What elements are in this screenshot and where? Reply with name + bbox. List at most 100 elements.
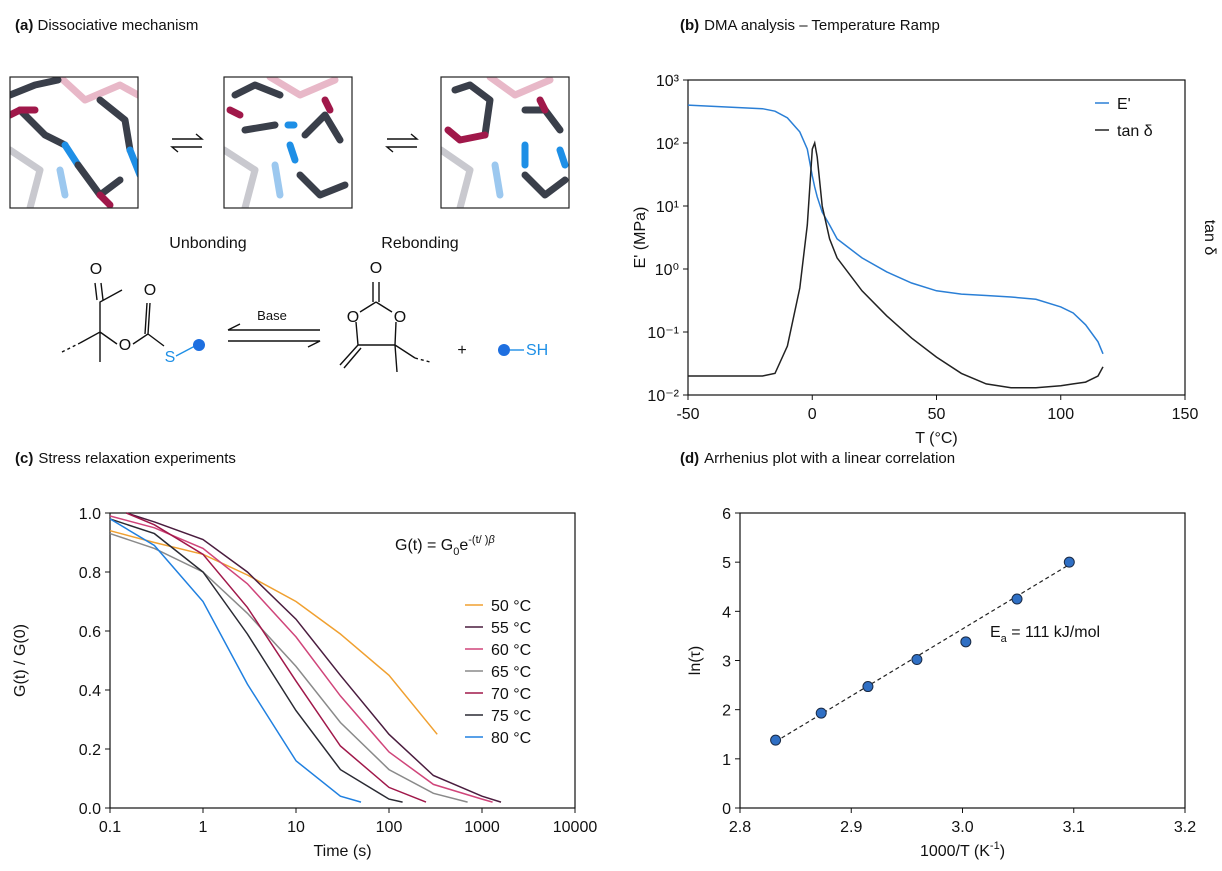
annotation-part: G(t) = G [395, 537, 453, 554]
y-tick-label: 10⁰ [655, 262, 679, 279]
network-unbonded [10, 77, 138, 208]
y-tick-label: 0.2 [79, 742, 101, 759]
atom-label: S [165, 349, 176, 366]
atom-label: O [370, 260, 382, 277]
plot-frame [739, 512, 1186, 809]
x-tick-label: 1 [199, 819, 208, 836]
panel-title: (a) Dissociative mechanism [15, 17, 198, 34]
x-tick-label: 150 [1172, 406, 1199, 423]
step-label: Unbonding [169, 235, 246, 252]
y-tick-label: 0.8 [79, 565, 101, 582]
equilibrium-arrow [227, 323, 321, 348]
panel-title: (b) DMA analysis – Temperature Ramp [680, 17, 940, 34]
x-tick-label: -50 [676, 406, 699, 423]
data-line [687, 104, 1104, 355]
y-tick-label: 0.0 [79, 801, 101, 818]
x-tick-label: 0 [808, 406, 817, 423]
annotation-part: β [487, 534, 495, 546]
y-tick-label: 0 [722, 801, 731, 818]
atom-label: O [144, 282, 156, 299]
x-axis-label: T (°C) [915, 430, 958, 447]
legend-label: 75 °C [491, 708, 531, 725]
y-axis-label: ln(τ) [687, 646, 704, 675]
panel-label: (c) [15, 450, 33, 467]
y-tick-label: 4 [722, 604, 731, 621]
data-line [109, 518, 362, 803]
annotation-part: 0 [453, 546, 459, 558]
y-tick-label: 10³ [656, 73, 680, 90]
network-frame [440, 76, 570, 209]
x-axis-label: 1000/T (K-1) [920, 840, 1005, 860]
plot-frame [109, 512, 576, 809]
y2-axis-label: tan δ [1201, 220, 1218, 256]
equilibrium-arrows [170, 133, 419, 153]
annotation: G(t) = G0e-(t/ )β [395, 534, 495, 558]
legend-label: 55 °C [491, 620, 531, 637]
y-tick-label: 10⁻² [647, 388, 679, 405]
legend-label: E' [1117, 96, 1131, 113]
x-tick-label: 3.0 [951, 819, 973, 836]
y-tick-label: 10⁻¹ [647, 325, 679, 342]
y-tick-label: 0.4 [79, 683, 101, 700]
y-tick-label: 5 [722, 555, 731, 572]
step-label: Rebonding [381, 235, 458, 252]
y-tick-label: 1 [722, 752, 731, 769]
x-axis-label-part: 1000/T (K [920, 843, 990, 860]
panel-title: (d) Arrhenius plot with a linear correlat… [680, 450, 955, 467]
substituent-dot [193, 339, 205, 351]
x-tick-label: 0.1 [99, 819, 121, 836]
x-tick-label: 10 [287, 819, 305, 836]
x-tick-label: 100 [1047, 406, 1074, 423]
cyclic-carbonate [339, 282, 431, 373]
y-tick-label: 3 [722, 654, 731, 671]
x-tick-label: 2.8 [729, 819, 751, 836]
y-tick-label: 10² [656, 136, 680, 153]
legend-label: 80 °C [491, 730, 531, 747]
panel-label: (b) [680, 17, 699, 34]
x-axis-label: Time (s) [313, 843, 371, 860]
data-point [960, 636, 972, 648]
data-point [1011, 593, 1023, 605]
legend-label: 60 °C [491, 642, 531, 659]
panel-title-text: Dissociative mechanism [38, 17, 199, 34]
data-line [109, 518, 403, 803]
panel-label: (d) [680, 450, 699, 467]
legend-label: tan δ [1117, 123, 1153, 140]
legend-label: 65 °C [491, 664, 531, 681]
data-line [688, 140, 1104, 389]
atom-label: O [119, 337, 131, 354]
x-tick-label: 3.2 [1174, 819, 1196, 836]
network-dissociated [224, 77, 349, 208]
x-tick-label: 1000 [464, 819, 500, 836]
panel-title-text: Stress relaxation experiments [38, 450, 236, 467]
panel-title: (c) Stress relaxation experiments [15, 450, 236, 467]
plus-sign: + [457, 342, 466, 359]
x-tick-label: 2.9 [840, 819, 862, 836]
annotation-part: -(t/ ) [468, 534, 488, 546]
data-line [109, 529, 438, 735]
plot-frame [687, 79, 1186, 396]
panel-title-text: DMA analysis – Temperature Ramp [704, 17, 940, 34]
atom-label: O [347, 309, 359, 326]
substituent-dot [498, 344, 510, 356]
x-axis-label-part: ) [1000, 843, 1005, 860]
annotation-part: E [990, 624, 1001, 641]
data-line [109, 515, 493, 803]
x-tick-label: 3.1 [1063, 819, 1085, 836]
network-rebonded [441, 77, 569, 208]
legend-label: 70 °C [491, 686, 531, 703]
annotation: Ea = 111 kJ/mol [990, 624, 1100, 645]
panel-label: (a) [15, 17, 33, 34]
thioester [61, 282, 205, 362]
x-axis-label-part: -1 [990, 840, 1000, 852]
y-tick-label: 2 [722, 703, 731, 720]
legend-label: 50 °C [491, 598, 531, 615]
data-point [911, 654, 923, 666]
data-point [862, 681, 874, 693]
data-line [126, 512, 427, 803]
y-tick-label: 10¹ [656, 199, 679, 216]
atom-label: O [90, 261, 102, 278]
data-point [815, 707, 827, 719]
y-axis-label: G(t) / G(0) [12, 624, 29, 697]
